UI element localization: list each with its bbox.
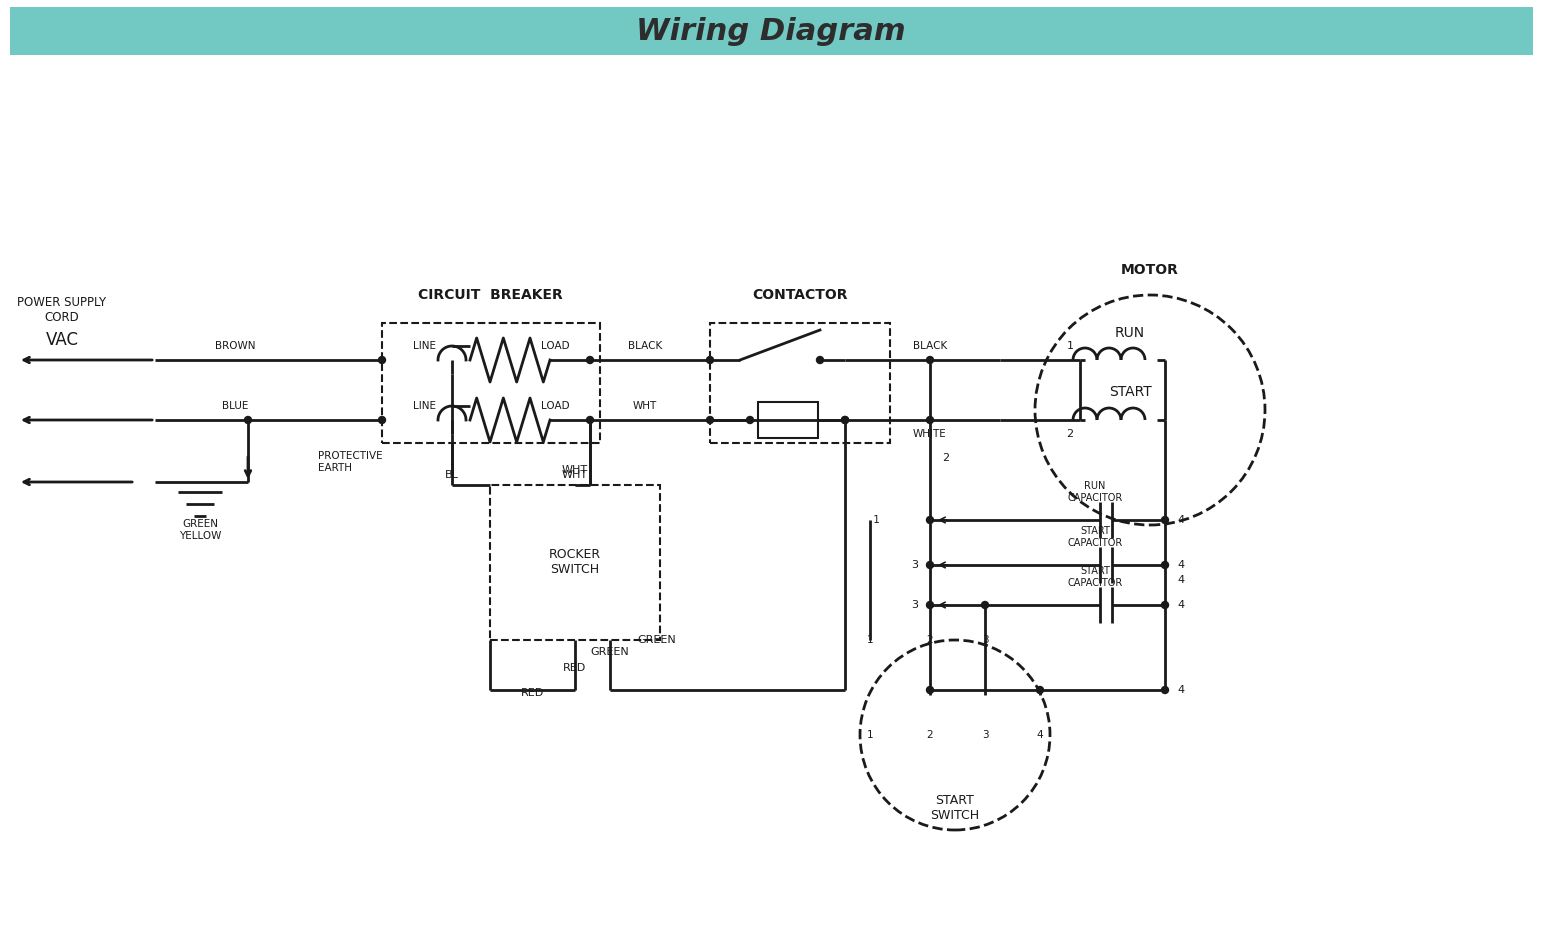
Text: START: START	[1108, 385, 1151, 399]
Circle shape	[816, 356, 824, 364]
Text: Wiring Diagram: Wiring Diagram	[636, 16, 906, 46]
Circle shape	[1037, 687, 1043, 694]
Text: 3: 3	[910, 560, 918, 570]
Circle shape	[841, 416, 849, 424]
Text: BLACK: BLACK	[628, 341, 662, 351]
Bar	[383, 323, 600, 443]
Text: CIRCUIT  BREAKER: CIRCUIT BREAKER	[418, 288, 562, 302]
Text: 4: 4	[1177, 515, 1183, 525]
Circle shape	[586, 416, 594, 424]
Text: LINE: LINE	[412, 401, 435, 411]
Circle shape	[378, 356, 386, 364]
Circle shape	[707, 356, 713, 364]
Text: PROTECTIVE
EARTH: PROTECTIVE EARTH	[318, 451, 383, 473]
Circle shape	[926, 517, 934, 523]
Text: 4: 4	[1177, 560, 1183, 570]
Text: START
CAPACITOR: START CAPACITOR	[1068, 526, 1123, 548]
Circle shape	[1162, 687, 1168, 694]
Text: WHT: WHT	[562, 470, 588, 480]
Text: GREEN
YELLOW: GREEN YELLOW	[179, 520, 221, 541]
Bar	[491, 485, 660, 640]
Text: RED: RED	[522, 688, 545, 698]
Text: GREEN: GREEN	[637, 635, 676, 645]
Text: GREEN: GREEN	[591, 647, 630, 657]
Bar	[758, 402, 818, 438]
Text: VAC: VAC	[45, 331, 79, 349]
Text: RED: RED	[563, 663, 586, 673]
Text: LINE: LINE	[412, 341, 435, 351]
Circle shape	[926, 416, 934, 424]
Text: START
CAPACITOR: START CAPACITOR	[1068, 566, 1123, 588]
Circle shape	[926, 561, 934, 568]
Circle shape	[378, 416, 386, 424]
Text: 3: 3	[981, 635, 989, 645]
Text: 3: 3	[981, 730, 989, 740]
Circle shape	[841, 416, 849, 424]
Text: 4: 4	[1177, 600, 1183, 610]
Circle shape	[1162, 561, 1168, 568]
Circle shape	[926, 356, 934, 364]
Text: WHT: WHT	[633, 401, 657, 411]
Text: LOAD: LOAD	[540, 341, 569, 351]
Text: LOAD: LOAD	[540, 401, 569, 411]
Text: BROWN: BROWN	[214, 341, 255, 351]
Text: 1: 1	[1066, 341, 1074, 351]
Text: RUN
CAPACITOR: RUN CAPACITOR	[1068, 482, 1123, 503]
Text: START
SWITCH: START SWITCH	[930, 794, 980, 822]
Circle shape	[1162, 601, 1168, 609]
Circle shape	[926, 601, 934, 609]
Text: BLACK: BLACK	[913, 341, 947, 351]
Text: CONTACTOR: CONTACTOR	[753, 288, 847, 302]
Text: ROCKER
SWITCH: ROCKER SWITCH	[549, 548, 602, 576]
Text: 2: 2	[1066, 429, 1074, 439]
Circle shape	[926, 687, 934, 694]
Text: 1: 1	[867, 635, 873, 645]
Circle shape	[981, 601, 989, 609]
Text: 4: 4	[1177, 575, 1183, 585]
Text: 1: 1	[867, 730, 873, 740]
Bar	[710, 323, 890, 443]
Circle shape	[586, 356, 594, 364]
Text: 3: 3	[910, 600, 918, 610]
Circle shape	[1162, 517, 1168, 523]
Text: WHT: WHT	[562, 465, 588, 475]
FancyBboxPatch shape	[9, 7, 1534, 55]
Text: RUN: RUN	[1116, 326, 1145, 340]
Text: 2: 2	[927, 730, 934, 740]
Circle shape	[747, 416, 753, 424]
Text: 4: 4	[1177, 685, 1183, 695]
Text: 2: 2	[941, 453, 949, 463]
Circle shape	[244, 416, 252, 424]
Text: BLUE: BLUE	[222, 401, 248, 411]
Text: BL: BL	[444, 470, 458, 480]
Text: 2: 2	[927, 635, 934, 645]
Text: 4: 4	[1037, 730, 1043, 740]
Circle shape	[707, 416, 713, 424]
Text: MOTOR: MOTOR	[1122, 263, 1179, 277]
Text: 1: 1	[870, 515, 880, 525]
Text: POWER SUPPLY
CORD: POWER SUPPLY CORD	[17, 296, 106, 324]
Text: WHITE: WHITE	[913, 429, 947, 439]
